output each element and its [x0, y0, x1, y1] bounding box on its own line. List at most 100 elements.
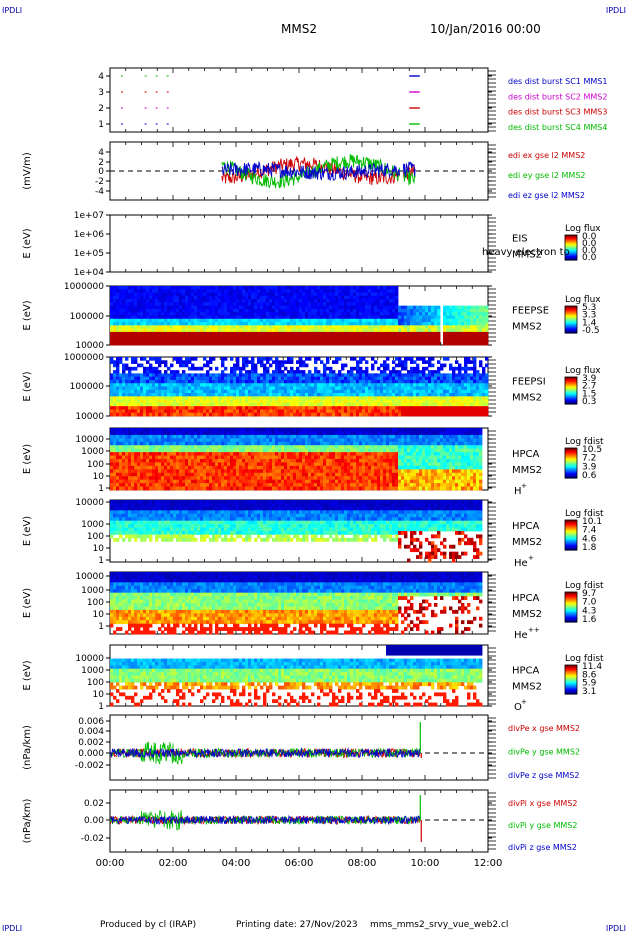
spectro-cell [443, 338, 447, 343]
spectro-cell [137, 409, 141, 414]
spectro-cell [269, 389, 273, 394]
spectro-cell [254, 302, 258, 307]
spectro-cell [356, 396, 360, 401]
spectro-cell [458, 308, 462, 313]
spectro-cell [356, 376, 360, 381]
spectro-cell [116, 393, 120, 397]
spectro-cell [161, 389, 165, 394]
y-axis-label: E (eV) [22, 660, 33, 690]
spectro-cell [284, 286, 288, 290]
spectro-cell [131, 325, 135, 330]
spectro-cell [257, 292, 261, 297]
colorbar-cell [565, 542, 577, 545]
spectro-cell [215, 393, 219, 397]
legend-entry: divPe y gse MMS2 [508, 748, 580, 757]
spectro-cell [344, 341, 348, 346]
spectro-cell [425, 376, 429, 381]
spectro-cell [401, 396, 405, 401]
colorbar-cell [565, 672, 577, 675]
spectro-cell [170, 315, 174, 320]
spectro-cell [113, 322, 117, 326]
spectro-cell [221, 295, 225, 300]
spectro-cell [386, 292, 390, 297]
spectro-cell [260, 308, 264, 313]
spectro-cell [431, 341, 435, 346]
spectro-cell [287, 389, 291, 394]
spectro-cell [215, 328, 219, 333]
spectro-cell [260, 292, 264, 297]
spectro-cell [113, 360, 117, 364]
spectro-cell [275, 412, 279, 417]
spectro-cell [425, 341, 429, 346]
spectro-cell [410, 389, 414, 394]
spectro-cell [146, 386, 150, 391]
spectro-cell [467, 331, 471, 336]
spectro-cell [242, 305, 246, 310]
spectro-cell [275, 302, 279, 307]
spectro-cell [443, 376, 447, 381]
spectro-cell [260, 409, 264, 414]
colorbar-cell [565, 532, 577, 535]
spectro-cell [266, 286, 270, 290]
spectro-cell [347, 312, 351, 316]
spectro-cell [338, 338, 342, 343]
spectro-cell [155, 302, 159, 307]
spectro-cell [314, 386, 318, 391]
spectro-cell [224, 338, 228, 343]
spectro-cell [323, 322, 327, 326]
y-tick-label: 10000 [75, 412, 104, 422]
spectro-cell [257, 383, 261, 387]
spectro-cell [161, 409, 165, 414]
spectro-cell [299, 360, 303, 364]
spectro-cell [281, 335, 285, 339]
spectro-cell [296, 389, 300, 394]
spectro-cell [191, 305, 195, 310]
spectro-cell [221, 376, 225, 381]
spectro-cell [311, 396, 315, 401]
spectro-cell [134, 328, 138, 333]
spectro-cell [125, 302, 129, 307]
spectro-cell [188, 308, 192, 313]
spectro-cell [404, 357, 408, 361]
spectro-cell [161, 386, 165, 391]
spectro-cell [365, 331, 369, 336]
spectro-cell [395, 399, 399, 404]
spectro-cell [302, 376, 306, 381]
spectro-cell [299, 308, 303, 313]
spectro-cell [263, 338, 267, 343]
spectro-cell [140, 412, 144, 417]
colorbar-cell [565, 388, 577, 390]
spectro-cell [227, 325, 231, 330]
spectro-cell [215, 338, 219, 343]
spectro-cell [155, 376, 159, 381]
spectro-cell [404, 335, 408, 339]
spectro-cell [161, 292, 165, 297]
spectro-cell [311, 295, 315, 300]
spectro-cell [293, 286, 297, 290]
colorbar-frame [564, 591, 578, 623]
spectro-cell [308, 335, 312, 339]
spectro-cell [227, 315, 231, 320]
spectro-cell [377, 376, 381, 381]
spectro-cell [413, 409, 417, 414]
spectro-cell [200, 409, 204, 414]
spectro-cell [128, 399, 132, 404]
spectro-cell [320, 335, 324, 339]
panel-sc: MMS2 [512, 322, 542, 333]
spectro-cell [266, 409, 270, 414]
spectro-cell [431, 318, 435, 323]
spectro-cell [278, 338, 282, 343]
spectro-cell [281, 322, 285, 326]
spectro-cell [173, 312, 177, 316]
spectro-cell [341, 286, 345, 290]
spectro-cell [383, 373, 387, 378]
spectro-cell [410, 322, 414, 326]
spectro-cell [329, 286, 333, 290]
spectro-cell [398, 406, 402, 410]
spectro-cell [155, 393, 159, 397]
spectro-cell [125, 409, 129, 414]
spectro-cell [164, 393, 168, 397]
spectro-cell [260, 396, 264, 401]
spectro-cell [209, 341, 213, 346]
spectro-cell [245, 299, 249, 303]
